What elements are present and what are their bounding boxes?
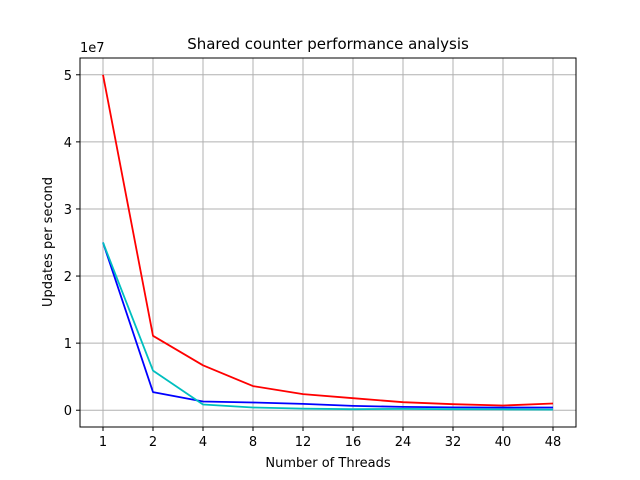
x-tick-label: 32	[445, 435, 462, 450]
series-line-2	[102, 242, 553, 409]
y-tick-label: 4	[64, 136, 72, 151]
y-tick-label: 0	[64, 404, 72, 419]
x-axis-label: Number of Threads	[265, 456, 390, 471]
x-tick-label: 24	[395, 435, 412, 450]
chart-title: Shared counter performance analysis	[187, 35, 469, 53]
x-tick-label: 12	[295, 435, 312, 450]
y-offset-label: 1e7	[80, 41, 105, 56]
x-tick-label: 40	[495, 435, 512, 450]
series-line-3	[102, 242, 554, 411]
series-line-1	[102, 74, 554, 407]
plot-frame	[79, 57, 577, 428]
y-tick-label: 3	[64, 203, 72, 218]
x-tick-label: 16	[345, 435, 362, 450]
x-tick-label: 48	[545, 435, 562, 450]
x-tick-label: 2	[149, 435, 157, 450]
x-tick-label: 1	[99, 435, 107, 450]
x-tick-label: 8	[249, 435, 257, 450]
series-lines	[102, 74, 554, 411]
y-tick-label: 5	[64, 69, 72, 84]
y-tick-label: 2	[64, 270, 72, 285]
x-tick-label: 4	[199, 435, 207, 450]
y-axis-label: Updates per second	[41, 177, 56, 307]
y-tick-label: 1	[64, 337, 72, 352]
